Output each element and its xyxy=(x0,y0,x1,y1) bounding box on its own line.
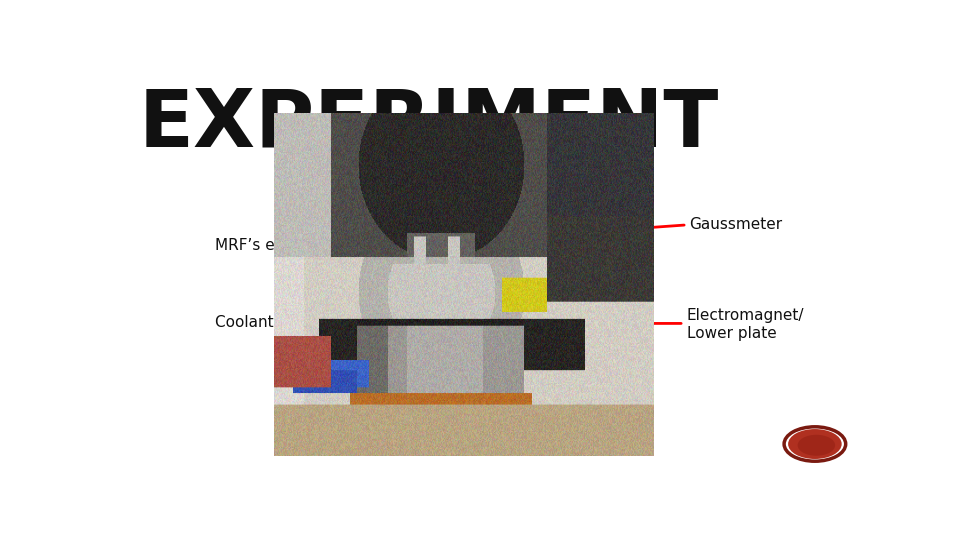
Text: Gaussmeter: Gaussmeter xyxy=(689,218,782,232)
Circle shape xyxy=(788,429,842,459)
Text: MRF’s enclosure: MRF’s enclosure xyxy=(215,238,340,253)
Text: Figure 6: MRF Enclosure ready for testing: Figure 6: MRF Enclosure ready for testin… xyxy=(357,426,600,439)
Text: Electromagnet/
Lower plate: Electromagnet/ Lower plate xyxy=(687,308,804,341)
Text: Coolant lines: Coolant lines xyxy=(215,315,314,330)
Circle shape xyxy=(798,435,835,456)
Text: EXPERIMENT: EXPERIMENT xyxy=(138,85,719,164)
